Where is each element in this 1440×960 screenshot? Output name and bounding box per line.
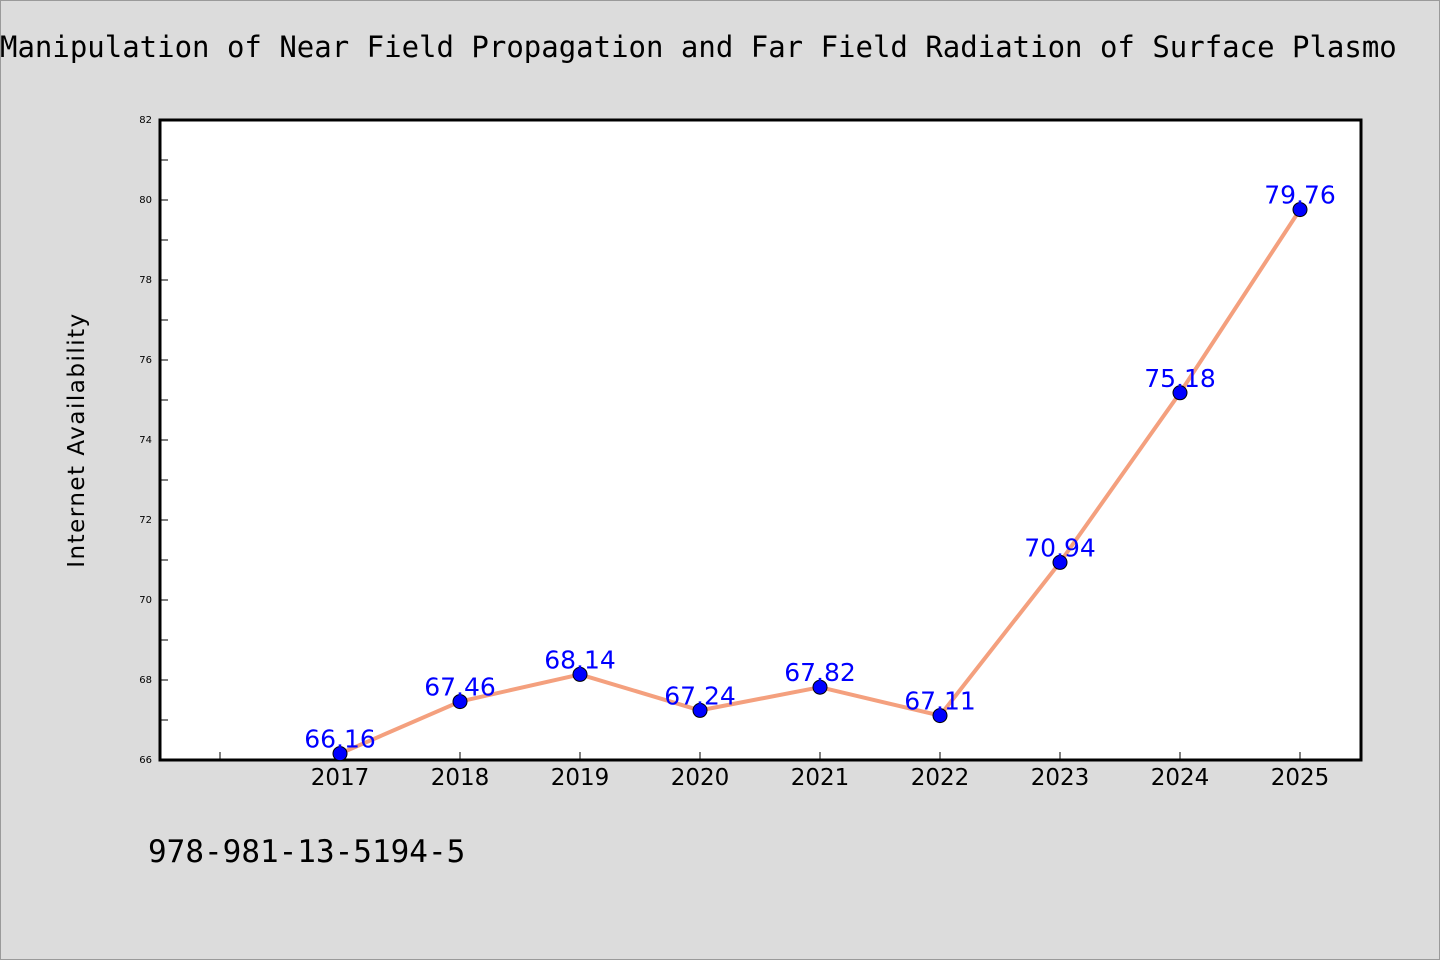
- data-point: [332, 746, 348, 762]
- data-point: [572, 666, 588, 682]
- x-tick-label: 2020: [671, 765, 730, 791]
- data-label: 67.82: [784, 658, 856, 687]
- y-axis-label: Internet Availability: [64, 312, 90, 568]
- plot-area: [160, 120, 1361, 760]
- data-point: [452, 694, 468, 710]
- data-point: [1052, 554, 1068, 570]
- x-tick-label: 2023: [1031, 765, 1090, 791]
- data-label: 66.16: [304, 725, 376, 754]
- data-point: [812, 679, 828, 695]
- y-tick-label: 74: [139, 435, 152, 446]
- chart-title: Manipulation of Near Field Propagation a…: [0, 30, 1397, 64]
- data-point: [692, 702, 708, 718]
- data-point: [1172, 385, 1188, 401]
- data-label: 79.76: [1264, 181, 1336, 210]
- y-tick-label: 68: [139, 675, 152, 686]
- data-label: 68.14: [544, 645, 616, 674]
- y-tick-label: 82: [139, 115, 152, 126]
- data-point: [932, 708, 948, 724]
- isbn-caption: 978-981-13-5194-5: [148, 834, 466, 870]
- y-tick-label: 72: [139, 515, 152, 526]
- x-tick-label: 2025: [1271, 765, 1330, 791]
- data-point: [1292, 202, 1308, 218]
- data-label: 67.46: [424, 673, 496, 702]
- plot-frame: [158, 118, 1363, 762]
- y-tick-label: 78: [139, 275, 152, 286]
- data-label: 67.11: [904, 687, 976, 716]
- x-tick-label: 2022: [911, 765, 970, 791]
- x-tick-label: 2018: [431, 765, 490, 791]
- x-tick-label: 2021: [791, 765, 850, 791]
- y-tick-label: 80: [139, 195, 152, 206]
- y-tick-label: 66: [139, 755, 152, 766]
- data-label: 67.24: [664, 681, 736, 710]
- data-label: 75.18: [1144, 364, 1216, 393]
- x-tick-label: 2024: [1151, 765, 1210, 791]
- x-tick-label: 2017: [311, 765, 370, 791]
- x-tick-label: 2019: [551, 765, 610, 791]
- y-tick-label: 70: [139, 595, 152, 606]
- y-tick-label: 76: [139, 355, 152, 366]
- data-label: 70.94: [1024, 533, 1096, 562]
